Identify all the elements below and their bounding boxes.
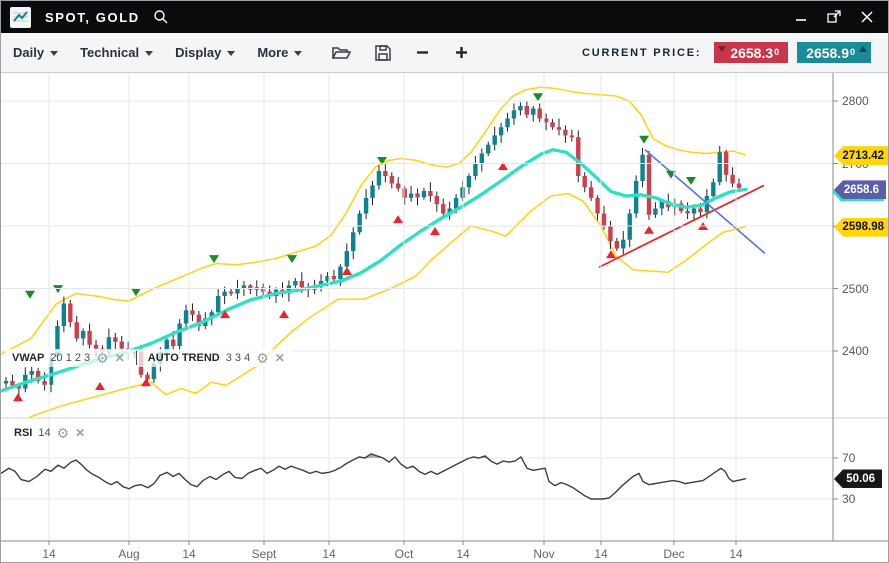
title-bar: SPOT, GOLD <box>1 1 888 33</box>
chart-canvas[interactable] <box>1 73 889 563</box>
close-button[interactable] <box>859 9 875 25</box>
save-icon[interactable] <box>375 44 392 61</box>
vwap-legend-params: 20 1 2 3 <box>50 352 91 364</box>
rsi-settings-icon[interactable]: ⚙ <box>56 425 70 441</box>
page-title: SPOT, GOLD <box>45 9 140 25</box>
bid-price-button[interactable]: 2658.3 0 <box>714 42 789 63</box>
indicator-legend-row: VWAP 20 1 2 3 ⚙ ✕ AUTO TREND 3 3 4 ⚙ ✕ <box>5 349 292 367</box>
price-up-arrow-icon <box>859 46 867 52</box>
menu-technical[interactable]: Technical <box>80 45 154 60</box>
zoom-out-icon[interactable] <box>415 45 430 60</box>
vwap-remove-icon[interactable]: ✕ <box>114 351 125 365</box>
app-logo-icon <box>10 6 31 28</box>
menu-more[interactable]: More <box>257 45 303 60</box>
minimize-button[interactable] <box>793 9 809 25</box>
vwap-settings-icon[interactable]: ⚙ <box>96 350 109 366</box>
auto-trend-legend-name: AUTO TREND <box>147 352 220 364</box>
popout-window-button[interactable] <box>826 9 842 25</box>
auto-trend-settings-icon[interactable]: ⚙ <box>256 350 269 366</box>
chevron-down-icon <box>227 51 236 56</box>
toolbar: Daily Technical Display More <box>1 33 888 73</box>
ask-price-button[interactable]: 2658.9 0 <box>797 42 871 63</box>
rsi-legend: RSI 14 ⚙ ✕ <box>7 424 92 442</box>
rsi-legend-name: RSI <box>14 427 33 439</box>
open-folder-icon[interactable] <box>332 45 352 61</box>
current-price-label: CURRENT PRICE: <box>582 46 702 59</box>
rsi-legend-params: 14 <box>38 427 51 439</box>
legend-divider <box>135 351 137 365</box>
vwap-legend-name: VWAP <box>12 352 45 364</box>
price-chart[interactable] <box>1 73 889 563</box>
chevron-down-icon <box>145 51 154 56</box>
search-icon[interactable] <box>153 9 169 25</box>
price-down-arrow-icon <box>718 46 727 52</box>
menu-display[interactable]: Display <box>175 45 236 60</box>
zoom-in-icon[interactable] <box>454 45 469 60</box>
chevron-down-icon <box>50 51 59 56</box>
chevron-down-icon <box>294 51 303 56</box>
menu-daily[interactable]: Daily <box>13 45 59 60</box>
auto-trend-legend-params: 3 3 4 <box>225 352 251 364</box>
auto-trend-remove-icon[interactable]: ✕ <box>274 351 285 365</box>
rsi-remove-icon[interactable]: ✕ <box>75 426 86 440</box>
